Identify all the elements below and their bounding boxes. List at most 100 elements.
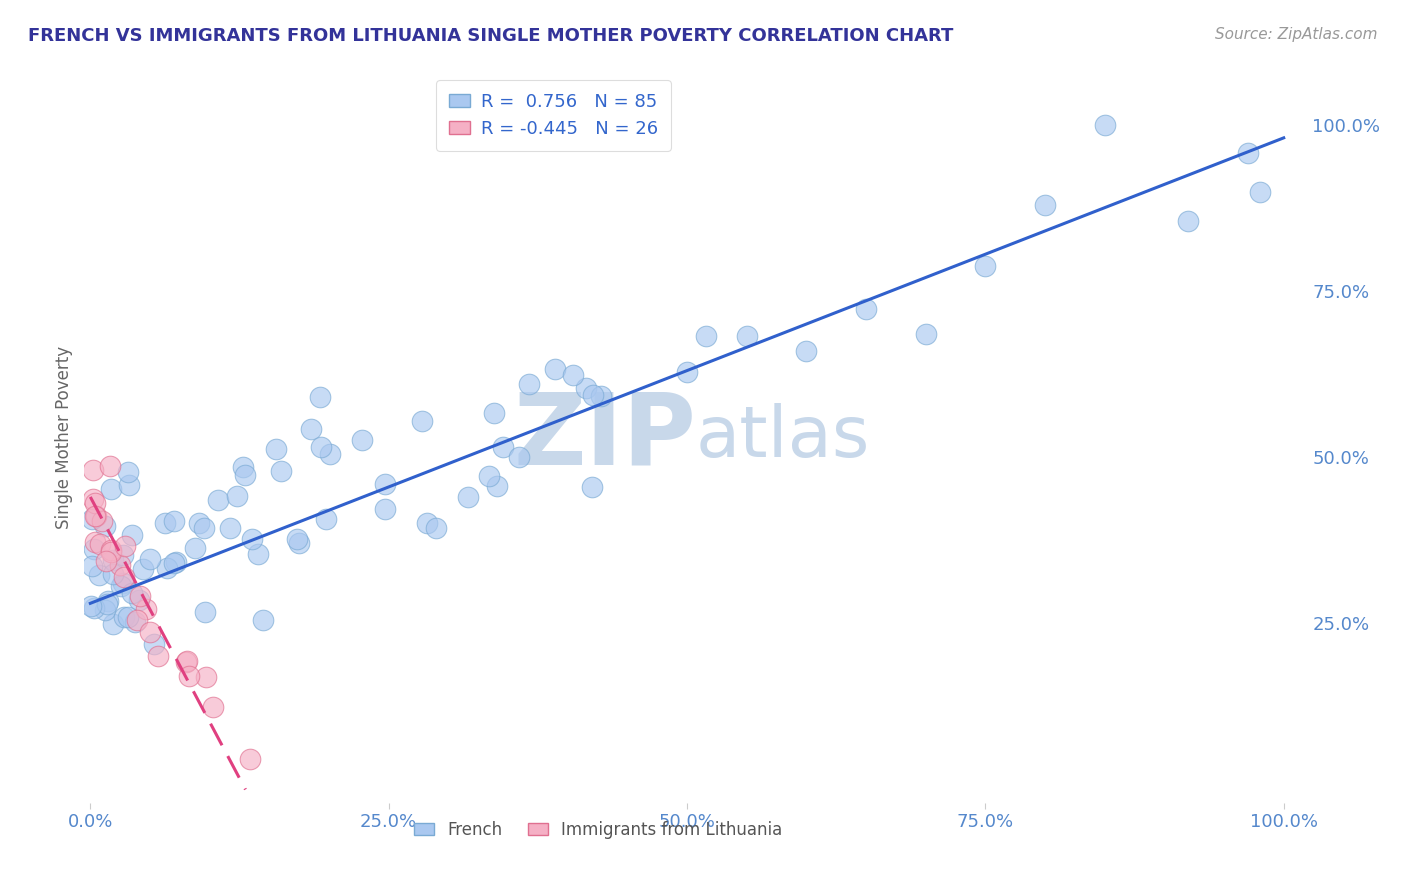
Point: [80, 559, 103, 574]
Point: [1094, 118, 1116, 132]
Point: [1249, 185, 1271, 199]
Point: [288, 535, 311, 549]
Point: [201, 700, 224, 714]
Point: [96, 597, 118, 611]
Point: [83, 600, 105, 615]
Point: [517, 377, 540, 392]
Point: [139, 625, 162, 640]
Text: atlas: atlas: [696, 402, 870, 472]
Point: [233, 467, 256, 482]
Point: [80, 512, 103, 526]
Point: [114, 539, 136, 553]
Text: ZIP: ZIP: [513, 389, 696, 485]
Point: [174, 655, 197, 669]
Point: [416, 516, 439, 530]
Point: [1237, 145, 1260, 160]
Point: [318, 447, 340, 461]
Point: [1177, 214, 1199, 228]
Point: [138, 552, 160, 566]
Point: [112, 610, 135, 624]
Point: [100, 542, 122, 557]
Point: [374, 476, 396, 491]
Point: [218, 521, 240, 535]
Point: [101, 567, 124, 582]
Point: [195, 670, 218, 684]
Point: [89, 567, 111, 582]
Point: [183, 541, 205, 555]
Point: [309, 441, 332, 455]
Point: [482, 406, 505, 420]
Point: [93, 602, 115, 616]
Point: [974, 259, 997, 273]
Point: [128, 593, 150, 607]
Point: [232, 460, 254, 475]
Point: [914, 326, 936, 341]
Point: [129, 590, 152, 604]
Point: [194, 605, 217, 619]
Point: [94, 554, 117, 568]
Point: [91, 515, 114, 529]
Point: [155, 516, 177, 530]
Point: [508, 450, 530, 464]
Point: [207, 493, 229, 508]
Point: [111, 548, 134, 562]
Point: [97, 594, 120, 608]
Point: [98, 458, 121, 473]
Point: [135, 601, 157, 615]
Point: [457, 490, 479, 504]
Point: [1033, 198, 1056, 212]
Point: [124, 615, 146, 629]
Point: [163, 556, 186, 570]
Y-axis label: Single Mother Poverty: Single Mother Poverty: [55, 345, 73, 529]
Point: [179, 669, 201, 683]
Point: [142, 637, 165, 651]
Point: [80, 599, 103, 613]
Point: [478, 469, 501, 483]
Point: [146, 648, 169, 663]
Point: [796, 344, 818, 359]
Point: [544, 362, 567, 376]
Point: [252, 613, 274, 627]
Point: [425, 521, 447, 535]
Point: [589, 389, 612, 403]
Point: [193, 521, 215, 535]
Point: [486, 479, 509, 493]
Point: [176, 654, 198, 668]
Point: [581, 480, 603, 494]
Point: [100, 545, 122, 559]
Text: Source: ZipAtlas.com: Source: ZipAtlas.com: [1215, 27, 1378, 42]
Point: [118, 478, 141, 492]
Text: FRENCH VS IMMIGRANTS FROM LITHUANIA SINGLE MOTHER POVERTY CORRELATION CHART: FRENCH VS IMMIGRANTS FROM LITHUANIA SING…: [28, 27, 953, 45]
Point: [735, 329, 758, 343]
Point: [855, 301, 877, 316]
Legend: French, Immigrants from Lithuania: French, Immigrants from Lithuania: [408, 814, 789, 846]
Point: [315, 512, 337, 526]
Point: [695, 329, 717, 343]
Point: [83, 496, 105, 510]
Point: [117, 465, 139, 479]
Point: [110, 558, 132, 572]
Point: [225, 489, 247, 503]
Point: [132, 562, 155, 576]
Point: [299, 422, 322, 436]
Point: [561, 368, 583, 382]
Point: [121, 586, 143, 600]
Point: [582, 388, 605, 402]
Point: [264, 442, 287, 456]
Point: [165, 556, 187, 570]
Point: [411, 414, 433, 428]
Point: [83, 541, 105, 556]
Point: [84, 535, 107, 549]
Point: [247, 547, 270, 561]
Point: [155, 560, 177, 574]
Point: [127, 613, 149, 627]
Point: [676, 365, 699, 379]
Point: [93, 518, 115, 533]
Point: [240, 532, 263, 546]
Point: [82, 492, 104, 507]
Point: [101, 616, 124, 631]
Point: [117, 610, 139, 624]
Point: [238, 752, 260, 766]
Point: [121, 528, 143, 542]
Point: [82, 462, 104, 476]
